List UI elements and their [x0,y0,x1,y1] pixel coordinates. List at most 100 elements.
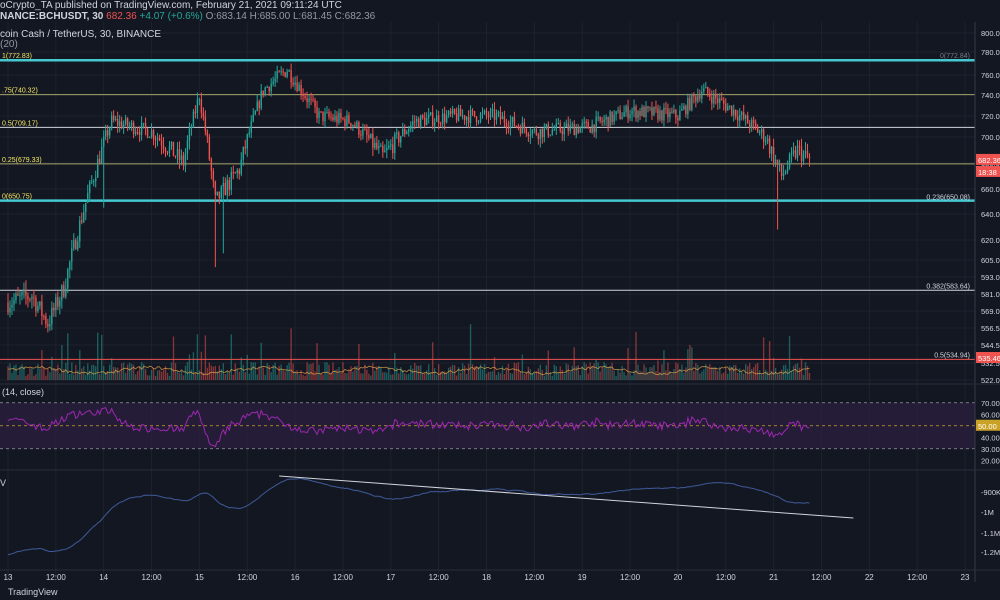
candle-body [778,163,781,166]
volume-bar [667,362,669,380]
candle-body [93,181,95,183]
time-axis-label: 12:00 [907,573,928,582]
volume-bar [11,372,13,380]
volume-bar [637,364,639,380]
candle-body [350,123,352,127]
volume-bar [388,366,390,380]
level-badge-bg [976,352,1000,363]
volume-bar [571,365,573,380]
volume-bar [563,373,565,380]
volume-bar [59,373,61,380]
volume-bar [489,371,492,380]
candle-body [242,146,244,160]
candle-body [449,111,452,114]
volume-bar [330,373,332,380]
candle-body [218,191,221,199]
volume-bar [567,364,569,380]
volume-bar [701,371,703,380]
candle-body [13,299,15,305]
volume-bar [621,365,623,380]
candle-body [47,323,49,327]
volume-bar [310,363,312,380]
candle-body [214,181,217,195]
candle-body [106,130,109,136]
candle-body [326,111,328,113]
rsi-axis-label: 70.00 [981,399,1000,408]
volume-bar [788,336,791,380]
volume-bar [535,371,538,380]
volume-bar [202,372,205,380]
candle-body [9,307,11,313]
fib-level-label: 1(772.83) [2,53,32,60]
candle-body [699,95,701,99]
candle-body [73,240,75,249]
volume-bar [511,373,514,380]
volume-bar [433,368,436,380]
volume-bar [194,373,197,380]
volume-bar [699,373,701,380]
candle-body [41,301,43,317]
candle-body [306,98,308,102]
volume-bar [130,363,133,380]
volume-bar [35,374,37,380]
last-price-text: 682.36 [106,11,137,22]
candle-body [603,119,605,123]
candle-body [380,145,382,147]
volume-bar [523,374,526,380]
candle-body [689,97,691,110]
obv-axis-label: -1.2M [981,548,1000,557]
obv-axis-label: -1M [981,508,994,517]
volume-bar [372,362,374,380]
volume-bar [352,371,354,380]
candle-body [370,133,372,138]
candle-body [81,220,83,223]
volume-bar [613,370,615,380]
candle-body [742,112,745,119]
candle-body [611,111,613,123]
volume-bar [208,362,211,380]
volume-bar [120,363,123,380]
candle-body [427,114,430,118]
candle-body [741,112,743,116]
candle-body [583,121,585,124]
candle-body [188,128,191,141]
volume-bar [762,337,765,380]
rsi-badge-bg [976,419,1000,431]
candle-body [796,145,799,158]
volume-bar [441,372,444,380]
candle-body [202,112,205,117]
candle-body [308,98,310,102]
candle-body [731,105,733,116]
volume-bar [326,362,328,380]
volume-bar [756,362,759,380]
volume-bar [752,367,755,380]
candle-body [451,109,454,114]
candle-body [589,128,591,133]
volume-bar [258,367,260,380]
candle-body [649,107,651,109]
candle-body [701,91,703,99]
volume-bar [703,369,705,380]
candle-body [374,142,376,148]
rsi-axis-label: 60.00 [981,410,1000,419]
candle-body [344,118,346,126]
candle-body [683,106,685,110]
candle-body [599,116,601,121]
candle-body [7,302,9,313]
volume-bar [485,373,488,380]
volume-bar [649,367,651,380]
volume-bar [802,374,805,380]
obv-label: V [0,478,7,488]
candle-body [324,112,326,122]
volume-bar [314,371,316,380]
candle-body [332,117,334,121]
candle-body [782,173,785,177]
candle-body [619,110,621,120]
candle-body [244,146,246,149]
countdown-badge: 18:38 [978,168,997,177]
publish-line: oCrypto_TA published on TradingView.com,… [0,0,342,12]
fib-ext-label: 0.5(534.94) [934,352,970,359]
candle-body [521,122,524,134]
candle-body [733,109,735,116]
candle-body [711,97,713,104]
